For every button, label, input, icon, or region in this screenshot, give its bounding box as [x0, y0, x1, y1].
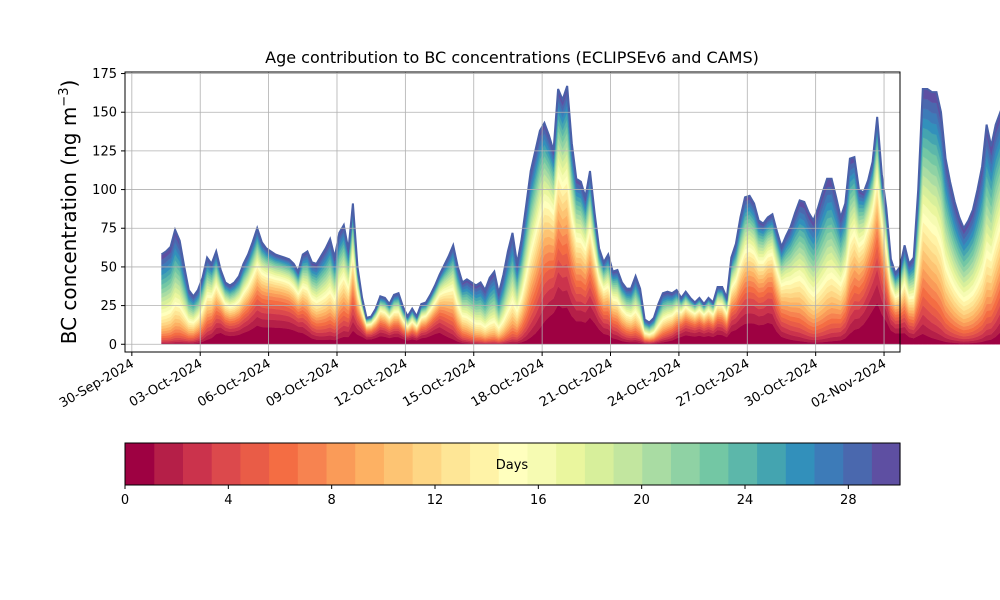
y-tick-label: 100	[92, 183, 117, 198]
colorbar-segment	[670, 443, 700, 485]
y-axis-ticks: 0 25 50 75 100 125 150 175	[92, 67, 125, 353]
svg-text:BC concentration (ng m−3): BC concentration (ng m−3)	[57, 80, 81, 345]
colorbar-segment	[469, 443, 499, 485]
colorbar-segment	[297, 443, 327, 485]
x-tick-label: 30-Sep-2024	[57, 356, 137, 411]
plot-frame	[124, 71, 901, 353]
x-tick-label: 24-Oct-2024	[606, 356, 684, 410]
colorbar-segment	[239, 443, 270, 485]
total-line	[160, 85, 1000, 324]
colorbar-tick-label: 12	[427, 493, 444, 508]
plot-area	[124, 71, 1000, 353]
colorbar-segment	[699, 443, 729, 485]
y-tick-label: 175	[92, 67, 117, 82]
colorbar-tick-label: 24	[737, 493, 754, 508]
x-tick-label: 30-Oct-2024	[742, 356, 820, 410]
colorbar-segment	[842, 443, 872, 485]
x-tick-label: 27-Oct-2024	[674, 356, 752, 410]
x-axis-ticks: 30-Sep-202403-Oct-202406-Oct-202409-Oct-…	[57, 352, 889, 411]
colorbar-tick-label: 20	[633, 493, 650, 508]
colorbar-frame	[124, 442, 901, 486]
colorbar-segment	[325, 443, 356, 485]
colorbar: Days 0 4 8 12 16 20 24 28	[121, 442, 901, 508]
colorbar-segment	[584, 443, 614, 485]
colorbar-segment	[412, 443, 442, 485]
x-tick-label: 15-Oct-2024	[400, 356, 478, 410]
colorbar-segment	[383, 443, 413, 485]
colorbar-segment	[785, 443, 815, 485]
x-tick-label: 21-Oct-2024	[537, 356, 615, 410]
colorbar-segment	[756, 443, 786, 485]
colorbar-segment	[268, 443, 298, 485]
x-tick-label: 18-Oct-2024	[469, 356, 547, 410]
colorbar-tick-label: 4	[224, 493, 232, 508]
colorbar-segment	[440, 443, 471, 485]
x-tick-label: 12-Oct-2024	[332, 356, 410, 410]
colorbar-segment	[526, 443, 557, 485]
colorbar-tick-label: 16	[530, 493, 547, 508]
colorbar-tick-label: 8	[328, 493, 336, 508]
y-tick-label: 75	[100, 222, 117, 237]
colorbar-segment	[125, 443, 155, 485]
x-tick-label: 02-Nov-2024	[809, 356, 889, 411]
y-axis-label-main: BC concentration (ng m	[57, 107, 81, 345]
y-tick-label: 125	[92, 144, 117, 159]
y-axis-label-end: )	[57, 80, 81, 88]
colorbar-tick-label: 0	[121, 493, 129, 508]
colorbar-segment	[871, 443, 901, 485]
y-axis-label-sup: −3	[57, 88, 72, 107]
colorbar-segment	[211, 443, 241, 485]
colorbar-segment	[727, 443, 758, 485]
colorbar-tick-label: 28	[840, 493, 857, 508]
colorbar-segment	[498, 443, 528, 485]
y-tick-label: 50	[100, 260, 117, 275]
x-tick-label: 03-Oct-2024	[127, 356, 205, 410]
colorbar-segment	[153, 443, 183, 485]
colorbar-label: Days	[496, 458, 529, 473]
y-tick-label: 0	[109, 338, 117, 353]
y-tick-label: 25	[100, 299, 117, 314]
x-tick-label: 06-Oct-2024	[195, 356, 273, 410]
colorbar-segment	[555, 443, 585, 485]
chart-title: Age contribution to BC concentrations (E…	[265, 48, 759, 67]
colorbar-segment	[641, 443, 671, 485]
colorbar-segment	[182, 443, 212, 485]
colorbar-segment	[612, 443, 643, 485]
colorbar-segment	[813, 443, 844, 485]
y-tick-label: 150	[92, 106, 117, 121]
colorbar-segment	[354, 443, 384, 485]
x-tick-label: 09-Oct-2024	[264, 356, 342, 410]
y-axis-label: BC concentration (ng m−3)	[57, 80, 81, 345]
